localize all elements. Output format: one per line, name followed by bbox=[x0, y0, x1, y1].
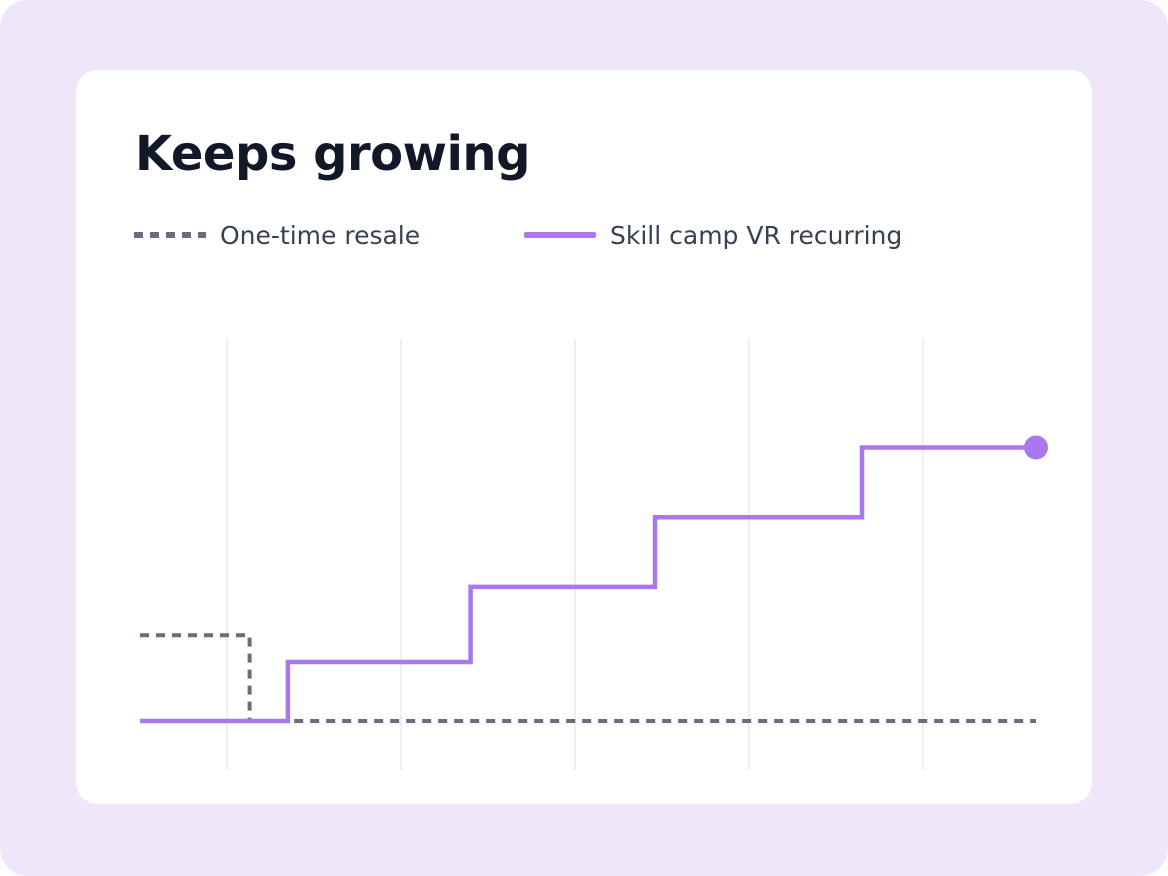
legend-label-skill-camp-vr-recurring: Skill camp VR recurring bbox=[610, 220, 903, 250]
series-layer bbox=[140, 435, 1048, 724]
legend-item-one-time-resale: One-time resale bbox=[134, 216, 420, 254]
legend-swatch-dashed bbox=[134, 232, 206, 238]
series-line-one-time-resale bbox=[140, 633, 1036, 723]
series-line-skill-camp-vr-recurring bbox=[140, 445, 1036, 724]
legend-label-one-time-resale: One-time resale bbox=[220, 220, 421, 250]
grid-layer bbox=[226, 338, 924, 770]
legend-swatch-solid bbox=[524, 232, 596, 238]
legend-item-skill-camp-vr-recurring: Skill camp VR recurring bbox=[524, 216, 902, 254]
endpoint-marker-skill-camp-vr-recurring bbox=[1024, 435, 1048, 460]
chart-title: Keeps growing bbox=[135, 126, 530, 182]
